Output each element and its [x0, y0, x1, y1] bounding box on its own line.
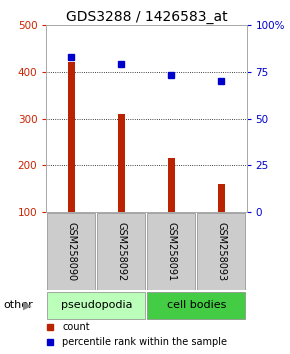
Bar: [147, 292, 246, 319]
Text: ▶: ▶: [23, 300, 32, 310]
Bar: [118, 114, 125, 212]
Text: GSM258091: GSM258091: [166, 222, 176, 281]
Bar: [218, 184, 225, 212]
Bar: [47, 213, 95, 290]
Text: GSM258090: GSM258090: [66, 222, 76, 281]
Text: other: other: [3, 300, 33, 310]
Bar: [147, 213, 195, 290]
Bar: [197, 213, 246, 290]
Text: pseudopodia: pseudopodia: [61, 300, 132, 310]
Text: percentile rank within the sample: percentile rank within the sample: [62, 337, 227, 347]
Bar: [168, 159, 175, 212]
Text: GSM258092: GSM258092: [117, 222, 126, 281]
Text: GSM258093: GSM258093: [217, 222, 226, 281]
Title: GDS3288 / 1426583_at: GDS3288 / 1426583_at: [66, 10, 227, 24]
Bar: [97, 213, 146, 290]
Bar: [68, 62, 75, 212]
Bar: [47, 292, 146, 319]
Text: count: count: [62, 322, 90, 332]
Text: cell bodies: cell bodies: [167, 300, 226, 310]
